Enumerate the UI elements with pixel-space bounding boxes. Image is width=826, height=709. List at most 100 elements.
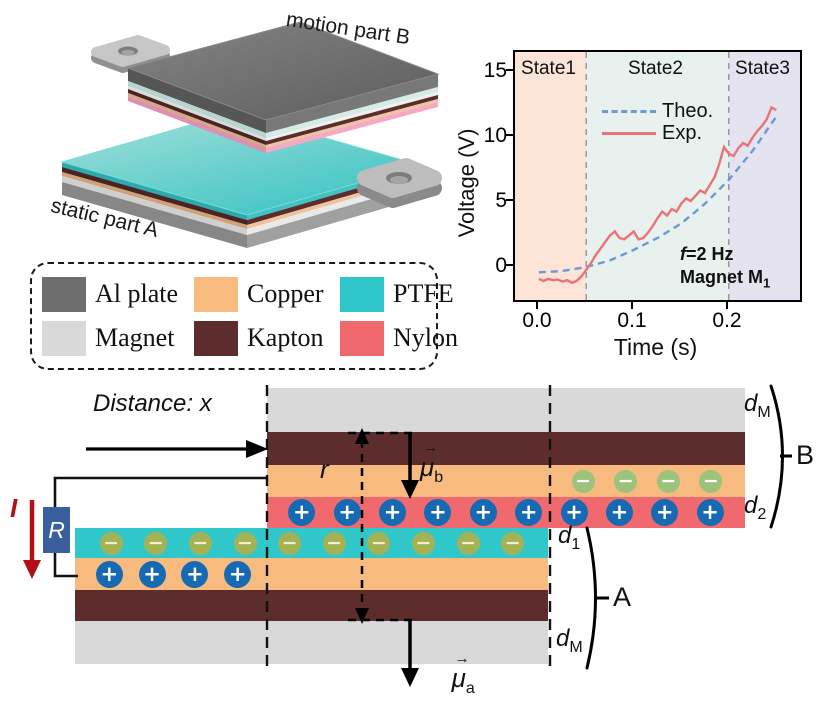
legend-label: Al plate (95, 279, 179, 308)
minus-charge: − (322, 531, 346, 555)
state1-label: State1 (521, 58, 576, 79)
y-tick-0: 0 (495, 254, 507, 277)
state3-label: State3 (735, 58, 790, 79)
d-1-label: d1 (558, 522, 581, 553)
y-tick-15: 15 (483, 59, 507, 82)
y-tickmark (506, 199, 513, 202)
magnet-annotation: Magnet M1 (680, 267, 771, 291)
copper-b-charges: − − − − (552, 465, 742, 497)
minus-charge: − (412, 531, 435, 555)
brace-a (585, 526, 597, 670)
plus-charge: + (651, 499, 679, 526)
y-tick-10: 10 (483, 124, 507, 147)
distance-arrowhead (246, 440, 268, 458)
minus-charge: − (99, 531, 123, 555)
part-a-label: A (613, 582, 632, 612)
distance-label: Distance: x (93, 390, 212, 417)
legend-label: Kapton (247, 323, 324, 352)
kapton-swatch (194, 320, 238, 356)
nylon-swatch (340, 320, 384, 356)
legend-item-kapton: Kapton (194, 320, 340, 356)
minus-charge: − (188, 531, 212, 555)
magnet-swatch (42, 320, 86, 356)
mount-tab-b (91, 35, 170, 73)
legend-item-copper: Copper (194, 276, 340, 312)
d-2-label: d2 (744, 492, 767, 523)
chart-annotation: f=2 Hz Magnet M1 (680, 243, 770, 295)
voltage-time-chart: Voltage (V) 15 10 5 0 State1 State2 Stat… (445, 20, 826, 378)
y-tick-5: 5 (495, 189, 507, 212)
y-tickmark (506, 69, 513, 72)
frequency-annotation: f=2 Hz (680, 244, 734, 264)
x-tickmark (536, 302, 539, 309)
plus-charge: + (95, 560, 123, 588)
plus-charge: + (333, 499, 361, 526)
legend-label: PTFE (393, 279, 454, 308)
magnet-layer-b (267, 388, 745, 432)
wire-top (53, 476, 266, 507)
plus-charge: + (424, 499, 452, 526)
state2-label: State2 (628, 58, 683, 79)
legend-item-ptfe: PTFE (340, 276, 458, 312)
x-tick-0.1: 0.1 (617, 309, 647, 332)
y-tickmark (506, 134, 513, 137)
legend-label: Nylon (393, 323, 458, 352)
x-tickmark (631, 302, 634, 309)
plus-charge: + (288, 499, 316, 526)
device-3d-render (60, 21, 442, 248)
x-tick-0.2: 0.2 (712, 309, 742, 332)
mu-b-label: → μb (420, 439, 444, 487)
exp-legend-label: Exp. (662, 122, 703, 144)
plus-charge: + (696, 499, 724, 526)
d-m-top-label: dM (744, 390, 771, 421)
plus-charge: + (138, 560, 166, 588)
kapton-layer-b (267, 432, 745, 465)
part-b-label: B (796, 440, 815, 470)
mount-tab-a (357, 158, 442, 208)
copper-swatch (194, 276, 238, 312)
minus-charge: − (699, 469, 723, 493)
legend-label: Copper (247, 279, 324, 308)
y-tickmark (506, 264, 513, 267)
vector-arrow-icon: → (454, 650, 470, 667)
nylon-b-charges: + + + + + + + + + + (270, 497, 742, 528)
kapton-layer-a (75, 590, 548, 621)
plot-area (513, 50, 802, 302)
current-arrowhead (23, 560, 41, 579)
d-m-bottom-label: dM (556, 625, 583, 656)
minus-charge: − (501, 531, 525, 555)
exp-line-sample (602, 132, 656, 135)
mu-a-label: → μa (451, 650, 475, 698)
gap-r-label: r (320, 454, 329, 484)
minus-charge: − (278, 531, 302, 555)
plus-charge: + (515, 499, 543, 526)
state1-region (515, 52, 587, 300)
plus-charge: + (469, 499, 497, 526)
state2-region (586, 52, 729, 300)
plus-charge: + (379, 499, 407, 526)
motion-part-b-3d (126, 21, 440, 153)
ptfe-swatch (340, 276, 384, 312)
exp-curve (538, 105, 777, 285)
theo-line-sample (602, 110, 656, 113)
theo-curve (538, 115, 778, 274)
legend-item-al-plate: Al plate (42, 276, 194, 312)
materials-legend: Al plate Copper PTFE Magnet Kapton Nylon (30, 262, 458, 370)
current-label: I (10, 493, 18, 523)
magnet-layer-a (75, 621, 548, 664)
x-tickmark (726, 302, 729, 309)
legend-item-nylon: Nylon (340, 320, 458, 356)
resistor-label: R (48, 516, 65, 543)
minus-charge: − (571, 469, 595, 493)
minus-charge: − (614, 469, 638, 493)
legend-item-magnet: Magnet (42, 320, 194, 356)
plus-charge: + (560, 499, 588, 526)
plus-charge: + (224, 560, 252, 588)
minus-charge: − (233, 531, 257, 555)
brace-b (769, 384, 784, 529)
cross-section-diagram: + + + + + + + + + + − − − − − − − − − − − − − − + + + + R (0, 380, 826, 709)
x-tick-0.0: 0.0 (522, 309, 552, 332)
ptfe-a-charges: − − − − − − − − − − (78, 528, 546, 558)
x-axis-label: Time (s) (613, 334, 698, 360)
